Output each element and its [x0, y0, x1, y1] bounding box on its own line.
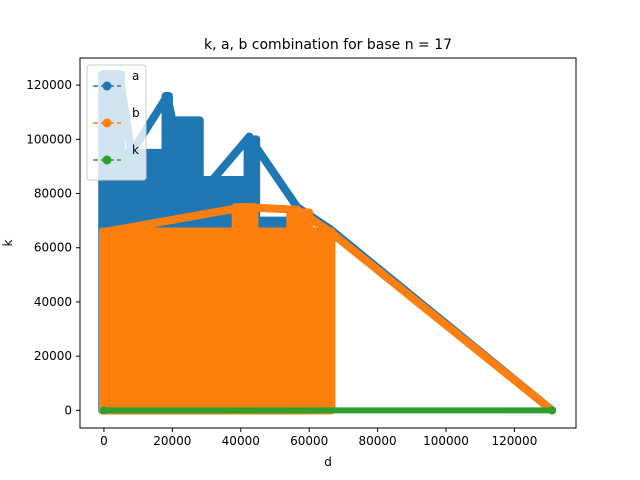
plot-area: [98, 70, 557, 415]
x-tick-label: 80000: [359, 434, 397, 448]
x-tick-label: 0: [100, 434, 108, 448]
series-b-line: [99, 203, 557, 415]
plot-frame: [79, 57, 577, 429]
y-tick-label: 120000: [26, 78, 72, 92]
legend-label-b: b: [132, 106, 140, 120]
y-tick-label: 80000: [34, 187, 72, 201]
legend-marker-k: [102, 155, 112, 165]
series-k-point-1: [548, 406, 557, 415]
y-axis-ticks: 0 20000 40000 60000 80000 100000 120000: [26, 78, 80, 417]
legend-marker-a: [102, 81, 112, 91]
y-tick-label: 40000: [34, 295, 72, 309]
series-b-point-2: [240, 203, 249, 212]
chart-title: k, a, b combination for base n = 17: [204, 37, 452, 53]
series-a-point-8: [250, 140, 259, 149]
legend-label-a: a: [132, 69, 139, 83]
y-tick-label: 20000: [34, 349, 72, 363]
legend-label-k: k: [132, 143, 139, 157]
series-b: [98, 203, 557, 415]
x-tick-label: 120000: [492, 434, 538, 448]
x-tick-label: 60000: [290, 434, 328, 448]
series-b-band-1: [231, 203, 259, 415]
series-a-point-7: [245, 132, 254, 141]
series-a-point-5: [168, 116, 177, 125]
series-b-point-3: [293, 205, 302, 214]
series-k: [99, 406, 557, 415]
x-axis-label: d: [324, 455, 332, 469]
legend-marker-b: [102, 118, 112, 128]
x-tick-label: 20000: [153, 434, 191, 448]
y-tick-label: 60000: [34, 241, 72, 255]
series-b-band-2: [286, 208, 314, 415]
x-tick-label: 100000: [423, 434, 469, 448]
legend-frame: [86, 64, 147, 181]
series-a-point-4: [163, 91, 172, 100]
y-tick-label: 100000: [26, 132, 72, 146]
y-tick-label: 0: [64, 403, 72, 417]
series-k-point-0: [99, 406, 108, 415]
x-tick-label: 40000: [222, 434, 260, 448]
series-b-point-4: [325, 227, 334, 236]
series-b-band-0: [98, 227, 336, 415]
x-axis-ticks: 0 20000 40000 60000 80000 100000 120000: [100, 428, 537, 448]
series-a-point-6: [192, 194, 201, 203]
series-b-point-1: [103, 227, 112, 236]
y-axis-label: k: [1, 239, 15, 246]
legend: a b k: [86, 64, 147, 181]
